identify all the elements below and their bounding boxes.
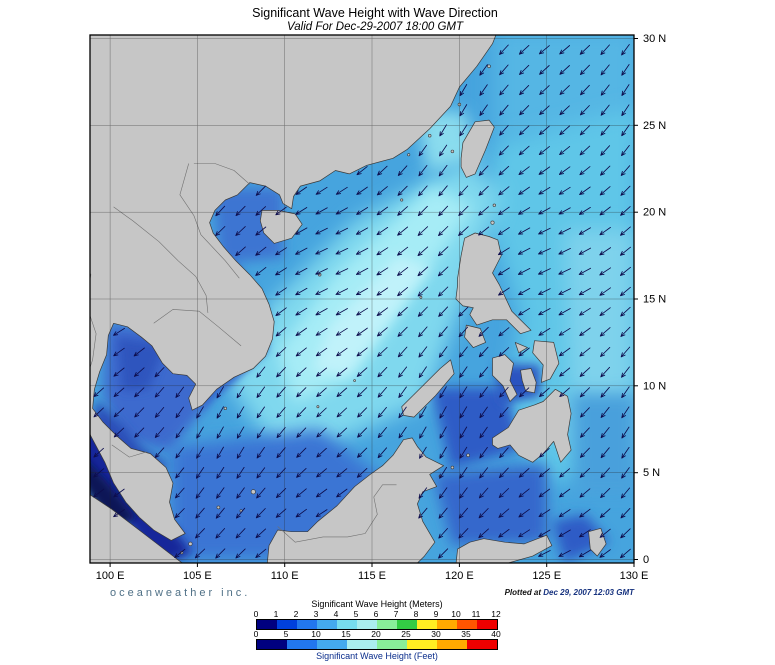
legend-color-segment <box>457 620 477 629</box>
svg-text:10 N: 10 N <box>643 380 666 392</box>
legend-tick-label: 5 <box>283 629 289 639</box>
legend-color-segment <box>297 620 317 629</box>
plotted-timestamp: Plotted at Dec 29, 2007 12:03 GMT <box>505 588 634 597</box>
legend-tick-label: 0 <box>253 629 259 639</box>
legend-color-segment <box>317 620 337 629</box>
axis-ticks <box>109 38 638 567</box>
oceanweather-logo: oceanweather inc. <box>110 587 251 599</box>
svg-text:15 N: 15 N <box>643 294 666 306</box>
svg-text:20 N: 20 N <box>643 207 666 219</box>
legend-tick-label: 8 <box>413 609 419 619</box>
legend-tick-label: 4 <box>333 609 339 619</box>
svg-text:130 E: 130 E <box>620 570 649 582</box>
legend-tick-label: 10 <box>311 629 321 639</box>
legend-meters-title: Significant Wave Height (Meters) <box>311 599 443 609</box>
legend-color-segment <box>477 620 497 629</box>
wave-direction-arrows <box>93 44 631 559</box>
legend-meters-colorbar <box>256 619 498 630</box>
axis-labels: 100 E 105 E 110 E 115 E 120 E 125 E 130 E 30 N 2… <box>96 33 667 582</box>
legend-tick-label: 12 <box>491 609 501 619</box>
legend-meters-ticks: 0 1 2 3 4 5 6 7 8 9 10 11 12 <box>253 609 501 619</box>
legend-feet-colorbar <box>256 639 498 650</box>
legend-color-segment <box>287 640 317 649</box>
land-layer <box>90 35 607 563</box>
legend-tick-label: 3 <box>313 609 319 619</box>
svg-text:110 E: 110 E <box>271 570 299 582</box>
plotted-label: Plotted at <box>504 588 542 597</box>
svg-text:5 N: 5 N <box>643 467 660 479</box>
svg-text:100 E: 100 E <box>96 570 125 582</box>
wave-map-canvas: 100 E 105 E 110 E 115 E 120 E 125 E 130 E 30 N 2… <box>89 33 667 582</box>
svg-text:25 N: 25 N <box>643 120 666 132</box>
legend-color-segment <box>337 620 357 629</box>
legend-tick-label: 0 <box>253 609 259 619</box>
legend-tick-label: 35 <box>461 629 471 639</box>
svg-text:125 E: 125 E <box>532 570 561 582</box>
legend-color-segment <box>437 620 457 629</box>
page-title: Significant Wave Height with Wave Direct… <box>252 6 498 20</box>
legend-tick-label: 40 <box>491 629 501 639</box>
legend-color-segment <box>437 640 467 649</box>
legend-tick-label: 9 <box>433 609 439 619</box>
legend-tick-label: 7 <box>393 609 399 619</box>
legend-tick-label: 30 <box>431 629 441 639</box>
legend-color-segment <box>397 620 417 629</box>
legend-tick-label: 10 <box>451 609 461 619</box>
svg-text:105 E: 105 E <box>183 570 212 582</box>
svg-text:30 N: 30 N <box>643 33 666 45</box>
legend-color-segment <box>357 620 377 629</box>
legend-color-segment <box>377 620 397 629</box>
legend-color-segment <box>417 620 437 629</box>
legend-tick-label: 11 <box>471 609 481 619</box>
legend-color-segment <box>317 640 347 649</box>
legend-feet-title: Significant Wave Height (Feet) <box>316 651 438 661</box>
plotted-value: Dec 29, 2007 12:03 GMT <box>543 588 634 597</box>
legend-tick-label: 2 <box>293 609 299 619</box>
legend-color-segment <box>277 620 297 629</box>
legend-color-segment <box>467 640 497 649</box>
legend-color-segment <box>257 620 277 629</box>
valid-time-subtitle: Valid For Dec-29-2007 18:00 GMT <box>287 21 463 33</box>
legend-color-segment <box>347 640 377 649</box>
legend-feet-ticks: 0 5 10 15 20 25 30 35 40 <box>253 629 501 639</box>
legend-tick-label: 1 <box>273 609 279 619</box>
legend-tick-label: 25 <box>401 629 411 639</box>
svg-text:120 E: 120 E <box>445 570 474 582</box>
legend-tick-label: 6 <box>373 609 379 619</box>
svg-text:0: 0 <box>643 554 649 566</box>
legend-color-segment <box>407 640 437 649</box>
svg-text:115 E: 115 E <box>358 570 386 582</box>
legend-color-segment <box>257 640 287 649</box>
legend-tick-label: 15 <box>341 629 351 639</box>
legend-tick-label: 20 <box>371 629 381 639</box>
legend-tick-label: 5 <box>353 609 359 619</box>
legend-color-segment <box>377 640 407 649</box>
